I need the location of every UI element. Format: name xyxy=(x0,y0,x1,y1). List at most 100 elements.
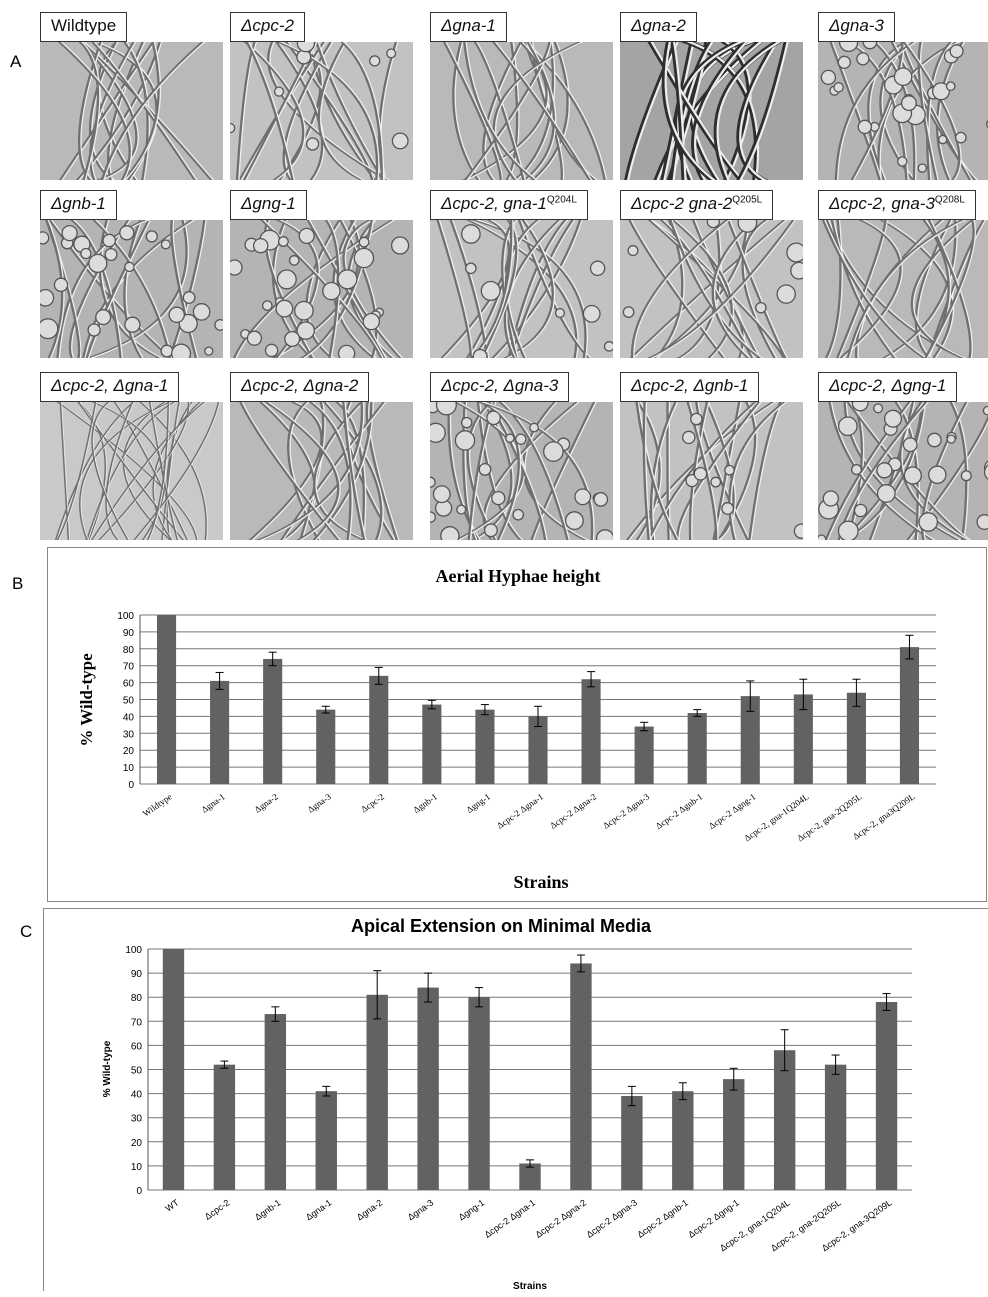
bar xyxy=(369,676,388,784)
micrograph-image xyxy=(40,42,223,180)
micrograph-label: Δcpc-2, gna-3Q208L xyxy=(818,190,976,220)
y-tick-label: 100 xyxy=(125,945,142,956)
bar xyxy=(475,710,494,784)
micrograph-tile: Δcpc-2, Δgna-3 xyxy=(430,372,613,540)
bar xyxy=(417,988,438,1190)
panel-c-letter: C xyxy=(20,922,32,942)
strain-name: Δgna-3 xyxy=(829,16,884,35)
micrograph-image xyxy=(230,402,413,540)
y-tick-label: 80 xyxy=(131,993,143,1004)
apical-extension-chart: Apical Extension on Minimal Media % Wild… xyxy=(44,909,988,1292)
micrograph-label: Δcpc-2, Δgna-3 xyxy=(430,372,569,402)
strain-name: Δcpc-2, Δgnb-1 xyxy=(631,376,748,395)
y-tick-label: 60 xyxy=(123,679,135,690)
bar xyxy=(672,1091,693,1190)
bar xyxy=(422,705,441,784)
strain-name: Δgng-1 xyxy=(241,194,296,213)
x-tick-label: Δgna-2 xyxy=(355,1197,385,1222)
bar xyxy=(688,713,707,784)
bar xyxy=(265,1014,286,1190)
bar xyxy=(316,710,335,784)
x-tick-label: Δcpc-2 Δgna-2 xyxy=(534,1197,589,1239)
micrograph-image xyxy=(430,220,613,358)
x-tick-label: Δgng-1 xyxy=(457,1197,487,1222)
micrograph-tile: Δgna-1 xyxy=(430,12,613,180)
micrograph-tile: Δcpc-2, Δgnb-1 xyxy=(620,372,803,540)
strain-name: Δgna-1 xyxy=(441,16,496,35)
micrograph-image xyxy=(40,402,223,540)
bar xyxy=(900,647,919,784)
chart-b-xlabel: Strains xyxy=(513,872,568,892)
micrograph-label: Δcpc-2, Δgng-1 xyxy=(818,372,957,402)
micrograph-label: Δcpc-2, Δgna-1 xyxy=(40,372,179,402)
y-tick-label: 80 xyxy=(123,645,135,656)
x-tick-label: Δcpc-2 Δgna-2 xyxy=(548,791,598,830)
micrograph-label: Δcpc-2, Δgnb-1 xyxy=(620,372,759,402)
y-tick-label: 100 xyxy=(117,611,134,622)
x-tick-label: Δgna-1 xyxy=(304,1197,334,1222)
x-tick-label: Δcpc-2 Δgng-1 xyxy=(686,1197,741,1239)
allele-superscript: Q205L xyxy=(732,194,762,205)
micrograph-tile: Δgna-2 xyxy=(620,12,803,180)
y-tick-label: 30 xyxy=(131,1114,143,1125)
y-tick-label: 90 xyxy=(123,628,135,639)
chart-c-frame: Apical Extension on Minimal Media % Wild… xyxy=(43,908,988,1291)
x-tick-label: Δcpc-2 Δgnb-1 xyxy=(654,791,705,831)
y-tick-label: 70 xyxy=(131,1017,143,1028)
micrograph-image xyxy=(818,402,988,540)
allele-superscript: Q204L xyxy=(547,194,577,205)
micrograph-tile: Δcpc-2 gna-2Q205L xyxy=(620,190,803,358)
y-tick-label: 50 xyxy=(131,1066,143,1077)
micrograph-image xyxy=(430,402,613,540)
y-tick-label: 0 xyxy=(128,780,134,791)
micrograph-image xyxy=(818,42,988,180)
micrograph-label: Δgng-1 xyxy=(230,190,307,220)
micrograph-image xyxy=(40,220,223,358)
x-tick-label: WT xyxy=(163,1197,181,1214)
bar xyxy=(157,615,176,784)
micrograph-tile: Δcpc-2, Δgna-2 xyxy=(230,372,413,540)
micrograph-label: Wildtype xyxy=(40,12,127,42)
bar xyxy=(635,727,654,784)
y-tick-label: 0 xyxy=(136,1186,142,1197)
bar xyxy=(367,995,388,1190)
strain-name: Δcpc-2, gna-1 xyxy=(441,194,547,213)
micrograph-image xyxy=(620,402,803,540)
chart-c-ylabel: % Wild-type xyxy=(102,1040,113,1097)
panel-a-letter: A xyxy=(10,52,21,72)
strain-name: Δcpc-2, Δgna-3 xyxy=(441,376,558,395)
strain-name: Δgnb-1 xyxy=(51,194,106,213)
micrograph-image xyxy=(230,42,413,180)
micrograph-label: Δgna-3 xyxy=(818,12,895,42)
x-tick-label: Δcpc-2 xyxy=(359,791,386,814)
chart-c-xlabel: Strains xyxy=(513,1281,547,1292)
y-tick-label: 40 xyxy=(131,1090,143,1101)
micrograph-image xyxy=(818,220,988,358)
micrograph-image xyxy=(230,220,413,358)
y-tick-label: 60 xyxy=(131,1041,143,1052)
bar xyxy=(263,659,282,784)
micrograph-image xyxy=(620,220,803,358)
x-tick-label: Δgnb-1 xyxy=(253,1197,283,1222)
strain-name: Δgna-2 xyxy=(631,16,686,35)
y-tick-label: 20 xyxy=(123,746,135,757)
micrograph-tile: Δcpc-2, Δgna-1 xyxy=(40,372,223,540)
strain-name: Δcpc-2 xyxy=(241,16,294,35)
micrograph-tile: Δcpc-2, gna-1Q204L xyxy=(430,190,613,358)
micrograph-label: Δgna-2 xyxy=(620,12,697,42)
micrograph-label: Δgna-1 xyxy=(430,12,507,42)
bar xyxy=(570,963,591,1190)
micrograph-tile: Δcpc-2, gna-3Q208L xyxy=(818,190,988,358)
x-tick-label: Δcpc-2 Δgng-1 xyxy=(707,791,758,831)
x-tick-label: Δgng-1 xyxy=(464,791,492,815)
bar xyxy=(582,679,601,784)
strain-name: Δcpc-2, Δgna-2 xyxy=(241,376,358,395)
x-tick-label: Δcpc-2 Δgna-3 xyxy=(584,1197,639,1239)
micrograph-tile: Wildtype xyxy=(40,12,223,180)
bar xyxy=(468,997,489,1190)
x-tick-label: Δcpc-2 Δgna-1 xyxy=(495,791,545,830)
y-tick-label: 10 xyxy=(123,763,135,774)
micrograph-label: Δgnb-1 xyxy=(40,190,117,220)
allele-superscript: Q208L xyxy=(935,194,965,205)
micrograph-image xyxy=(620,42,803,180)
